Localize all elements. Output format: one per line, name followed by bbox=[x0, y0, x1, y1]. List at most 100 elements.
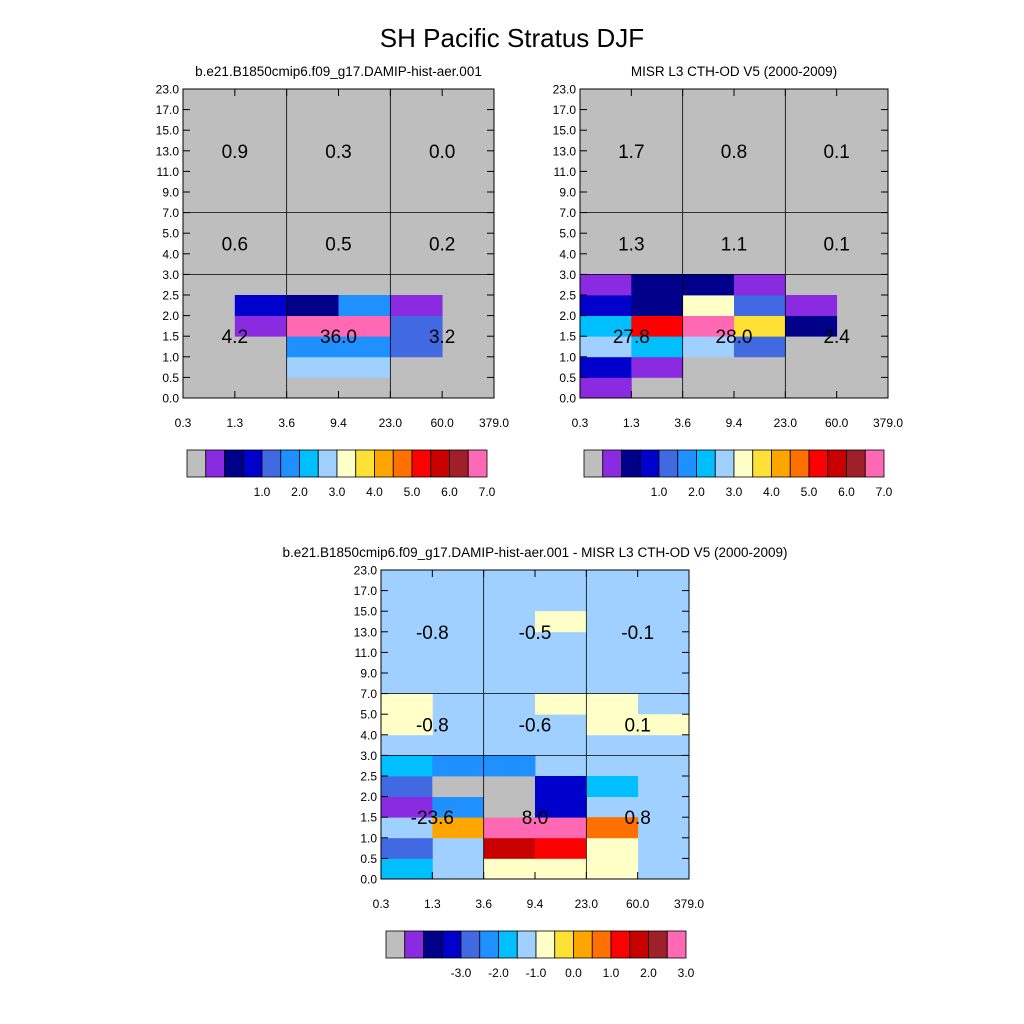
colorbar-swatch bbox=[411, 449, 432, 478]
y-tick-label: 23.0 bbox=[156, 83, 180, 97]
region-value-label: 0.1 bbox=[624, 716, 650, 737]
colorbar-swatch bbox=[317, 449, 338, 478]
x-tick-label: 379.0 bbox=[479, 416, 509, 430]
colorbar-label: 6.0 bbox=[838, 485, 855, 499]
heatmap-cell bbox=[734, 336, 786, 358]
heatmap-cell bbox=[535, 858, 587, 880]
colorbar-swatch bbox=[864, 449, 885, 478]
colorbar-swatch bbox=[591, 930, 612, 959]
y-tick-label: 11.0 bbox=[157, 165, 180, 179]
region-value-label: -0.8 bbox=[416, 716, 449, 737]
heatmap-cell bbox=[483, 858, 536, 880]
x-tick-label: 1.3 bbox=[424, 897, 441, 911]
colorbar-swatch bbox=[846, 449, 866, 478]
heatmap-cell bbox=[483, 776, 536, 797]
colorbar-swatch bbox=[666, 930, 687, 959]
panel-observation: MISR L3 CTH-OD V5 (2000-2009) 0.0 0.5 1.0 1.… bbox=[553, 64, 904, 499]
colorbar-swatch bbox=[404, 930, 424, 959]
panel-difference: b.e21.B1850cmip6.f09_g17.DAMIP-hist-aer.… bbox=[283, 545, 788, 980]
heatmap-cell bbox=[483, 755, 536, 777]
colorbar-swatch bbox=[355, 449, 375, 478]
heatmap-cell bbox=[381, 776, 433, 797]
heatmap-cell bbox=[586, 817, 639, 839]
heatmap-cell bbox=[286, 315, 339, 337]
heatmap-cell bbox=[785, 315, 838, 337]
x-tick-label: 0.3 bbox=[175, 416, 192, 430]
region-value-label: -0.6 bbox=[519, 716, 552, 737]
colorbar-swatch bbox=[714, 449, 735, 478]
heatmap-cell bbox=[338, 295, 391, 316]
colorbar-label: 3.0 bbox=[726, 485, 743, 499]
colorbar-swatch bbox=[639, 449, 660, 478]
x-tick-label: 9.4 bbox=[330, 416, 347, 430]
heatmap-cell bbox=[381, 817, 433, 839]
colorbar-label: 4.0 bbox=[366, 485, 383, 499]
heatmap-cell bbox=[234, 295, 288, 316]
y-tick-label: 15.0 bbox=[553, 124, 577, 138]
y-tick-label: 0.5 bbox=[559, 371, 576, 385]
y-tick-label: 4.0 bbox=[162, 247, 179, 261]
heatmap-cell bbox=[586, 776, 639, 797]
x-tick-label: 60.0 bbox=[626, 897, 650, 911]
heatmap-cell bbox=[785, 295, 838, 316]
x-tick-label: 23.0 bbox=[774, 416, 798, 430]
heatmap-cell bbox=[338, 315, 391, 337]
colorbar-swatch bbox=[467, 449, 488, 478]
heatmap-cell bbox=[580, 295, 632, 316]
y-tick-label: 17.0 bbox=[156, 103, 180, 117]
colorbar-swatch bbox=[621, 449, 641, 478]
heatmap-cell bbox=[682, 336, 735, 358]
heatmap-cell bbox=[734, 295, 786, 316]
heatmap-cell bbox=[234, 315, 288, 337]
region-value-label: 0.6 bbox=[222, 235, 248, 256]
region-value-label: 0.9 bbox=[222, 142, 248, 163]
y-tick-label: 11.0 bbox=[554, 165, 577, 179]
colorbar-swatch bbox=[392, 449, 413, 478]
y-tick-label: 5.0 bbox=[559, 227, 576, 241]
colorbar-swatch bbox=[374, 449, 394, 478]
heatmap-cell bbox=[631, 336, 684, 358]
colorbar-swatch bbox=[261, 449, 282, 478]
heatmap-cell bbox=[338, 356, 391, 378]
colorbar-swatch bbox=[602, 449, 622, 478]
heatmap-cell bbox=[631, 315, 684, 337]
y-tick-label: 11.0 bbox=[355, 646, 378, 660]
heatmap-cell bbox=[432, 776, 485, 797]
region-value-label: 4.2 bbox=[222, 327, 248, 348]
colorbar-label: 2.0 bbox=[640, 966, 657, 980]
y-tick-label: 9.0 bbox=[360, 667, 377, 681]
colorbar-swatch bbox=[186, 449, 207, 478]
y-tick-label: 5.0 bbox=[162, 227, 179, 241]
y-tick-label: 1.5 bbox=[559, 330, 576, 344]
x-tick-label: 9.4 bbox=[726, 416, 743, 430]
heatmap-cell bbox=[381, 755, 433, 777]
colorbar-label: 1.0 bbox=[254, 485, 271, 499]
heatmap-cell bbox=[631, 274, 684, 296]
y-tick-label: 13.0 bbox=[156, 144, 180, 158]
region-value-label: 0.8 bbox=[624, 808, 650, 829]
region-value-label: 0.0 bbox=[429, 142, 455, 163]
y-tick-label: 4.0 bbox=[360, 728, 377, 742]
colorbar-swatch bbox=[336, 449, 357, 478]
colorbar-swatch bbox=[733, 449, 754, 478]
colorbar-swatch bbox=[648, 930, 668, 959]
heatmap-cell bbox=[286, 336, 339, 358]
x-tick-label: 0.3 bbox=[572, 416, 589, 430]
colorbar-swatch bbox=[423, 930, 443, 959]
x-tick-label: 3.6 bbox=[674, 416, 691, 430]
colorbar-swatch bbox=[771, 449, 791, 478]
panel-title: b.e21.B1850cmip6.f09_g17.DAMIP-hist-aer.… bbox=[283, 545, 788, 560]
heatmap-cell bbox=[338, 336, 391, 358]
colorbar-label: 4.0 bbox=[763, 485, 780, 499]
heatmap-cell bbox=[580, 356, 632, 378]
region-value-label: 27.8 bbox=[613, 327, 650, 348]
colorbar-label: 2.0 bbox=[688, 485, 705, 499]
colorbar-label: 5.0 bbox=[801, 485, 818, 499]
y-tick-label: 1.5 bbox=[360, 811, 377, 825]
y-tick-label: 2.5 bbox=[360, 770, 377, 784]
y-tick-label: 15.0 bbox=[156, 124, 180, 138]
region-value-label: -0.1 bbox=[621, 623, 654, 644]
heatmap-cell bbox=[483, 837, 536, 859]
y-tick-label: 2.0 bbox=[360, 790, 377, 804]
y-tick-label: 1.5 bbox=[162, 330, 179, 344]
